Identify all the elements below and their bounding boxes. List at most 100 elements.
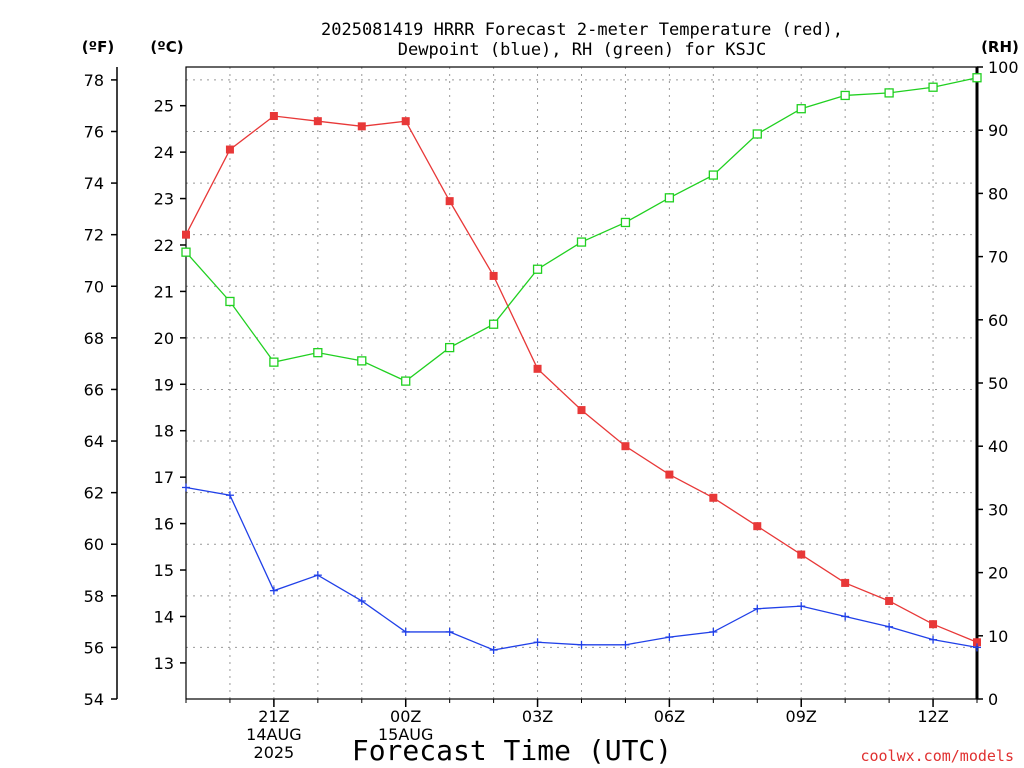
- celsius-tick-label: 22: [154, 236, 174, 255]
- data-point-temperature: [709, 493, 718, 502]
- fahrenheit-tick-label: 70: [84, 277, 104, 296]
- celsius-unit-label: (ºC): [150, 38, 183, 56]
- data-point-rh: [532, 264, 543, 274]
- data-point-rh: [620, 217, 631, 228]
- rh-tick-label: 60: [988, 311, 1008, 330]
- data-point-rh: [972, 73, 982, 83]
- title-line-1: 2025081419 HRRR Forecast 2-meter Tempera…: [321, 20, 843, 40]
- data-point-dewpoint: [182, 483, 190, 492]
- data-point-temperature: [841, 578, 850, 587]
- rh-tick-label: 40: [988, 437, 1008, 456]
- celsius-tick-label: 24: [154, 143, 174, 162]
- fahrenheit-tick-label: 64: [84, 432, 104, 451]
- data-point-temperature: [357, 122, 366, 131]
- data-point-rh: [884, 88, 894, 98]
- rh-tick-label: 50: [988, 374, 1008, 393]
- data-point-dewpoint: [357, 596, 366, 605]
- celsius-tick-label: 18: [154, 422, 174, 441]
- data-point-temperature: [401, 117, 410, 126]
- data-point-rh: [928, 82, 938, 92]
- data-point-temperature: [182, 230, 190, 239]
- data-point-rh: [225, 296, 235, 307]
- data-point-rh: [445, 342, 455, 353]
- celsius-tick-label: 20: [154, 329, 174, 348]
- data-point-dewpoint: [797, 602, 806, 611]
- data-point-rh: [840, 90, 850, 101]
- celsius-tick-label: 16: [154, 515, 174, 534]
- data-point-dewpoint: [885, 622, 894, 631]
- rh-tick-label: 70: [988, 248, 1008, 267]
- fahrenheit-tick-label: 56: [84, 638, 104, 657]
- data-point-temperature: [665, 470, 674, 479]
- data-point-dewpoint: [621, 640, 630, 649]
- data-point-dewpoint: [841, 612, 850, 621]
- rh-tick-label: 10: [988, 627, 1008, 646]
- celsius-tick-label: 25: [154, 97, 174, 116]
- rh-tick-label: 80: [988, 184, 1008, 203]
- data-point-dewpoint: [401, 627, 410, 636]
- fahrenheit-tick-label: 72: [84, 226, 104, 245]
- fahrenheit-tick-label: 62: [84, 484, 104, 503]
- x-tick-label: 12Z: [917, 707, 948, 726]
- fahrenheit-tick-label: 76: [84, 122, 104, 141]
- fahrenheit-tick-label: 74: [84, 174, 104, 193]
- rh-tick-label: 20: [988, 564, 1008, 583]
- fahrenheit-tick-label: 60: [84, 535, 104, 554]
- data-point-dewpoint: [577, 640, 586, 649]
- data-point-temperature: [533, 364, 542, 373]
- data-point-dewpoint: [929, 635, 938, 644]
- data-point-dewpoint: [665, 633, 674, 642]
- data-point-dewpoint: [489, 645, 498, 654]
- chart-title: 2025081419 HRRR Forecast 2-meter Tempera…: [321, 20, 843, 60]
- data-point-temperature: [797, 550, 806, 559]
- x-tick-label: 15AUG: [378, 725, 433, 744]
- x-axis-label: Forecast Time (UTC): [352, 734, 672, 767]
- data-point-dewpoint: [225, 491, 234, 500]
- x-tick-label: 00Z: [390, 707, 421, 726]
- data-point-dewpoint: [269, 586, 278, 595]
- data-point-dewpoint: [445, 627, 454, 636]
- x-tick-label: 06Z: [654, 707, 685, 726]
- data-point-temperature: [885, 596, 894, 605]
- rh-tick-label: 0: [988, 690, 998, 709]
- x-tick-label: 03Z: [522, 707, 553, 726]
- data-point-temperature: [445, 197, 454, 206]
- rh-tick-label: 100: [988, 58, 1019, 77]
- celsius-tick-label: 13: [154, 654, 174, 673]
- data-point-rh: [269, 357, 279, 367]
- fahrenheit-tick-label: 78: [84, 71, 104, 90]
- data-point-dewpoint: [313, 571, 322, 580]
- x-tick-label: 09Z: [786, 707, 817, 726]
- rh-unit-label: (RH): [981, 38, 1019, 56]
- fahrenheit-tick-label: 66: [84, 380, 104, 399]
- data-point-rh: [357, 356, 367, 366]
- x-tick-label: 2025: [254, 743, 295, 762]
- axes: 54 56 58 60 62 64 66 68 70 72 74 76 78 13 14 15 16 17 18 19…: [84, 58, 1019, 762]
- data-point-rh: [401, 376, 411, 386]
- data-point-dewpoint: [973, 643, 981, 652]
- x-tick-label: 21Z: [258, 707, 289, 726]
- data-point-rh: [313, 348, 323, 358]
- series-rh: [181, 73, 982, 386]
- data-point-rh: [752, 129, 762, 139]
- celsius-tick-label: 21: [154, 282, 174, 301]
- rh-tick-label: 90: [988, 121, 1008, 140]
- fahrenheit-unit-label: (ºF): [82, 38, 114, 56]
- data-point-rh: [796, 104, 806, 114]
- data-point-temperature: [225, 145, 234, 154]
- celsius-tick-label: 15: [154, 561, 174, 580]
- data-point-temperature: [621, 442, 630, 451]
- celsius-tick-label: 19: [154, 375, 174, 394]
- rh-tick-label: 30: [988, 500, 1008, 519]
- celsius-tick-label: 14: [154, 607, 174, 626]
- data-point-rh: [664, 193, 675, 203]
- data-point-temperature: [269, 112, 278, 121]
- data-series: [181, 73, 982, 654]
- data-point-temperature: [577, 406, 586, 415]
- data-point-dewpoint: [533, 638, 542, 647]
- data-point-temperature: [489, 271, 498, 280]
- celsius-tick-label: 23: [154, 190, 174, 209]
- grid-lines: [186, 67, 977, 699]
- data-point-rh: [708, 170, 718, 180]
